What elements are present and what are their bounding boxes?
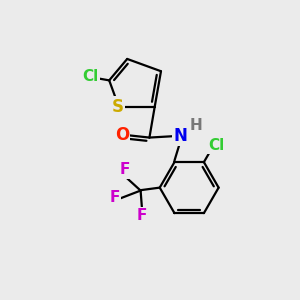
Text: Cl: Cl (208, 138, 224, 153)
Text: N: N (173, 127, 187, 145)
Text: O: O (115, 126, 129, 144)
Text: Cl: Cl (82, 69, 98, 84)
Text: F: F (137, 208, 147, 223)
Text: F: F (110, 190, 120, 206)
Text: F: F (119, 163, 130, 178)
Text: S: S (111, 98, 123, 116)
Text: H: H (189, 118, 202, 133)
